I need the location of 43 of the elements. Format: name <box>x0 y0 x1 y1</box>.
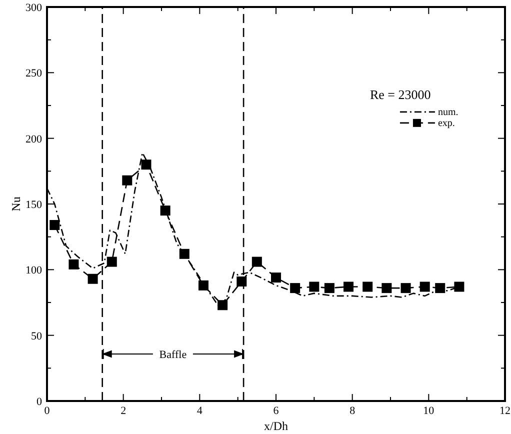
point <box>122 175 132 186</box>
x-tick-label: 2 <box>120 405 126 417</box>
x-tick-label: 12 <box>500 405 510 417</box>
point <box>236 276 247 286</box>
point <box>271 272 281 283</box>
legend-label: num. <box>438 106 458 118</box>
point <box>324 283 334 294</box>
point <box>50 220 60 230</box>
point <box>362 282 373 292</box>
y-axis-title: Nu <box>9 196 23 212</box>
y-tick-label: 0 <box>36 396 42 408</box>
point <box>106 256 117 267</box>
y-tick-label: 150 <box>26 199 42 211</box>
x-axis-title: x/Dh <box>264 419 288 433</box>
x-tick-label: 4 <box>196 405 203 417</box>
point <box>382 283 392 294</box>
legend-label: exp. <box>438 118 455 129</box>
point <box>344 282 354 292</box>
x-tick-label: 8 <box>350 405 356 417</box>
point <box>290 283 300 294</box>
annotation: Baffle <box>159 349 187 361</box>
point <box>454 282 464 292</box>
point <box>400 283 411 294</box>
point <box>160 206 170 216</box>
point <box>179 248 190 259</box>
point <box>420 282 430 292</box>
point <box>141 160 152 170</box>
point <box>218 300 228 310</box>
x-tick-label: 10 <box>423 405 435 417</box>
point <box>68 259 79 270</box>
y-tick-label: 50 <box>31 330 42 342</box>
point <box>88 274 98 284</box>
y-tick-label: 300 <box>26 2 42 14</box>
point <box>309 282 320 292</box>
x-tick-label: 6 <box>273 405 280 417</box>
point <box>198 280 208 290</box>
point <box>435 283 446 294</box>
y-tick-label: 100 <box>26 264 42 277</box>
y-tick-label: 250 <box>26 68 42 80</box>
y-tick-label: 200 <box>26 133 42 146</box>
point <box>252 256 262 267</box>
legend-title: Re = 23000 <box>370 86 431 102</box>
x-tick-label: 0 <box>44 405 50 417</box>
